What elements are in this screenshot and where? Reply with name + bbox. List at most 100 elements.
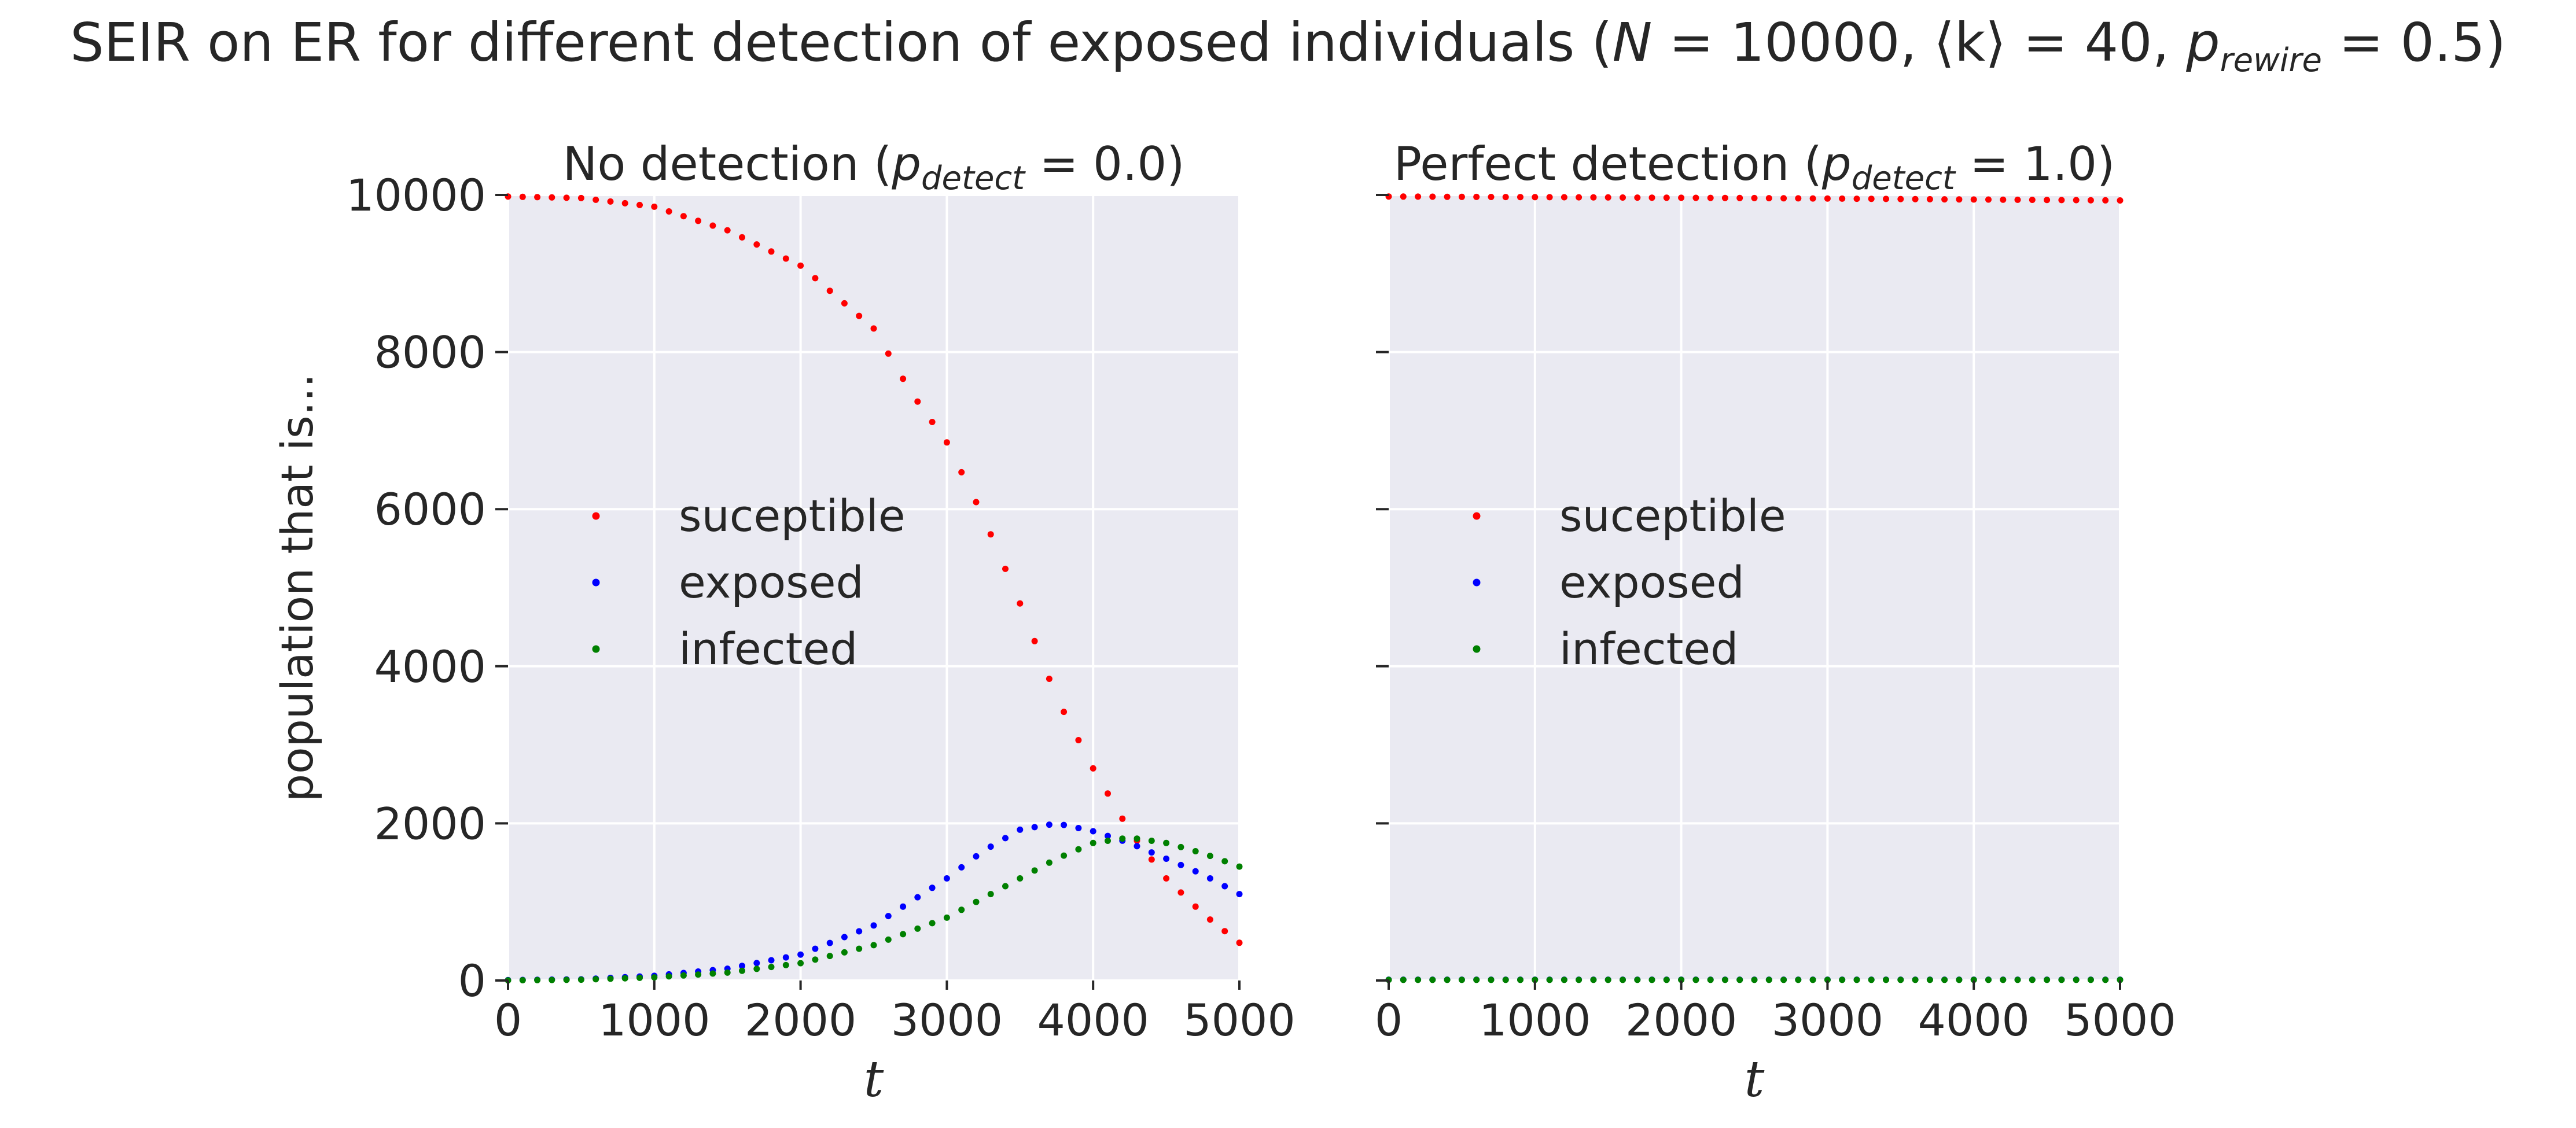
data-point-infected bbox=[1576, 976, 1583, 983]
legend-marker-suceptible bbox=[1473, 512, 1481, 520]
data-point-suceptible bbox=[593, 196, 599, 203]
data-point-infected bbox=[1897, 976, 1904, 983]
data-point-infected bbox=[870, 942, 877, 949]
data-point-suceptible bbox=[1897, 196, 1904, 202]
x-tick-label: 5000 bbox=[2064, 994, 2176, 1046]
data-point-infected bbox=[1473, 976, 1480, 983]
data-point-suceptible bbox=[987, 531, 994, 538]
data-point-suceptible bbox=[1985, 196, 1992, 203]
data-point-infected bbox=[607, 975, 614, 982]
data-point-infected bbox=[1853, 976, 1860, 983]
data-point-infected bbox=[1620, 976, 1626, 983]
data-point-exposed bbox=[973, 853, 980, 860]
data-point-infected bbox=[549, 976, 555, 983]
x-tick-label: 2000 bbox=[745, 994, 856, 1046]
data-point-infected bbox=[1663, 976, 1670, 983]
data-point-suceptible bbox=[856, 312, 863, 319]
data-point-suceptible bbox=[870, 325, 877, 332]
data-point-infected bbox=[1751, 976, 1758, 983]
data-point-infected bbox=[1678, 976, 1685, 983]
data-point-suceptible bbox=[724, 227, 731, 234]
data-point-suceptible bbox=[1926, 196, 1933, 202]
data-point-suceptible bbox=[680, 213, 687, 220]
legend-label-suceptible: suceptible bbox=[1559, 490, 1786, 541]
data-point-infected bbox=[973, 898, 980, 905]
data-point-suceptible bbox=[2102, 197, 2109, 204]
data-point-suceptible bbox=[1473, 193, 1480, 200]
data-point-suceptible bbox=[1692, 194, 1699, 201]
legend-label-infected: infected bbox=[1559, 623, 1738, 674]
x-axis-label: t bbox=[864, 1050, 884, 1108]
legend-label-exposed: exposed bbox=[1559, 556, 1745, 608]
data-point-infected bbox=[1707, 976, 1714, 983]
x-tick-label: 0 bbox=[1375, 994, 1403, 1046]
axis-ticks-perfect-detection: 0 1000 2000 3000 4000 5000 bbox=[1375, 194, 2176, 1046]
data-point-suceptible bbox=[563, 194, 570, 201]
data-point-infected bbox=[1075, 846, 1082, 853]
data-point-infected bbox=[1970, 976, 1977, 983]
data-point-suceptible bbox=[1809, 195, 1816, 202]
data-point-exposed bbox=[1031, 824, 1038, 831]
data-point-exposed bbox=[1221, 883, 1228, 890]
data-point-exposed bbox=[1206, 875, 1213, 882]
legend-label-exposed: exposed bbox=[679, 556, 864, 608]
figure-suptitle: SEIR on ER for different detection of ex… bbox=[70, 12, 2505, 79]
data-point-suceptible bbox=[914, 398, 921, 405]
data-point-suceptible bbox=[826, 287, 833, 294]
data-point-suceptible bbox=[2000, 196, 2007, 203]
data-point-exposed bbox=[943, 875, 950, 882]
data-point-infected bbox=[1941, 976, 1948, 983]
data-point-suceptible bbox=[665, 208, 672, 215]
data-point-infected bbox=[1031, 867, 1038, 874]
data-point-infected bbox=[2117, 976, 2124, 983]
data-point-infected bbox=[1634, 976, 1641, 983]
data-point-infected bbox=[2073, 976, 2080, 983]
data-point-suceptible bbox=[1075, 737, 1082, 743]
data-point-infected bbox=[1163, 839, 1170, 846]
data-point-infected bbox=[1736, 976, 1743, 983]
data-point-exposed bbox=[1148, 849, 1155, 856]
data-point-suceptible bbox=[1532, 194, 1539, 201]
data-point-exposed bbox=[753, 960, 760, 967]
data-point-suceptible bbox=[1221, 928, 1228, 935]
data-point-suceptible bbox=[1546, 194, 1553, 201]
axis-ticks-no-detection: 0 1000 2000 3000 4000 5000 0 2000 4000 6000 8000 10… bbox=[346, 169, 1295, 1046]
data-point-infected bbox=[782, 961, 789, 968]
data-point-exposed bbox=[1090, 828, 1096, 835]
data-point-suceptible bbox=[841, 300, 848, 307]
data-point-infected bbox=[519, 977, 526, 983]
data-point-suceptible bbox=[1400, 193, 1407, 200]
data-point-infected bbox=[841, 949, 848, 956]
data-point-exposed bbox=[1017, 826, 1024, 833]
data-point-infected bbox=[1061, 852, 1068, 859]
data-point-infected bbox=[1532, 976, 1539, 983]
data-point-exposed bbox=[1134, 843, 1140, 850]
data-point-infected bbox=[1780, 976, 1787, 983]
data-point-infected bbox=[2102, 976, 2109, 983]
plot-area-no-detection bbox=[508, 195, 1239, 980]
data-point-exposed bbox=[1163, 856, 1170, 862]
data-point-suceptible bbox=[1634, 194, 1641, 201]
x-tick-label: 1000 bbox=[1479, 994, 1591, 1046]
data-point-suceptible bbox=[1561, 194, 1567, 201]
data-point-suceptible bbox=[651, 203, 658, 210]
panel-perfect-detection: 0 1000 2000 3000 4000 5000 Perfect detection … bbox=[1375, 137, 2176, 1108]
data-point-infected bbox=[1868, 976, 1875, 983]
data-point-infected bbox=[1648, 976, 1655, 983]
data-point-infected bbox=[2000, 976, 2007, 983]
data-point-suceptible bbox=[753, 241, 760, 248]
panel-no-detection: 0 1000 2000 3000 4000 5000 0 2000 4000 6000 8000 10… bbox=[271, 137, 1296, 1108]
data-point-suceptible bbox=[1736, 194, 1743, 201]
data-point-suceptible bbox=[1956, 196, 1963, 203]
data-point-exposed bbox=[870, 922, 877, 929]
data-point-suceptible bbox=[577, 194, 584, 201]
data-point-infected bbox=[2058, 976, 2065, 983]
data-point-infected bbox=[1517, 976, 1523, 983]
data-point-exposed bbox=[1046, 821, 1053, 828]
data-point-suceptible bbox=[2058, 197, 2065, 204]
data-point-infected bbox=[534, 976, 541, 983]
data-point-infected bbox=[1839, 976, 1846, 983]
x-axis-label: t bbox=[1745, 1050, 1765, 1108]
legend-label-suceptible: suceptible bbox=[679, 490, 906, 541]
data-point-infected bbox=[1429, 976, 1436, 983]
